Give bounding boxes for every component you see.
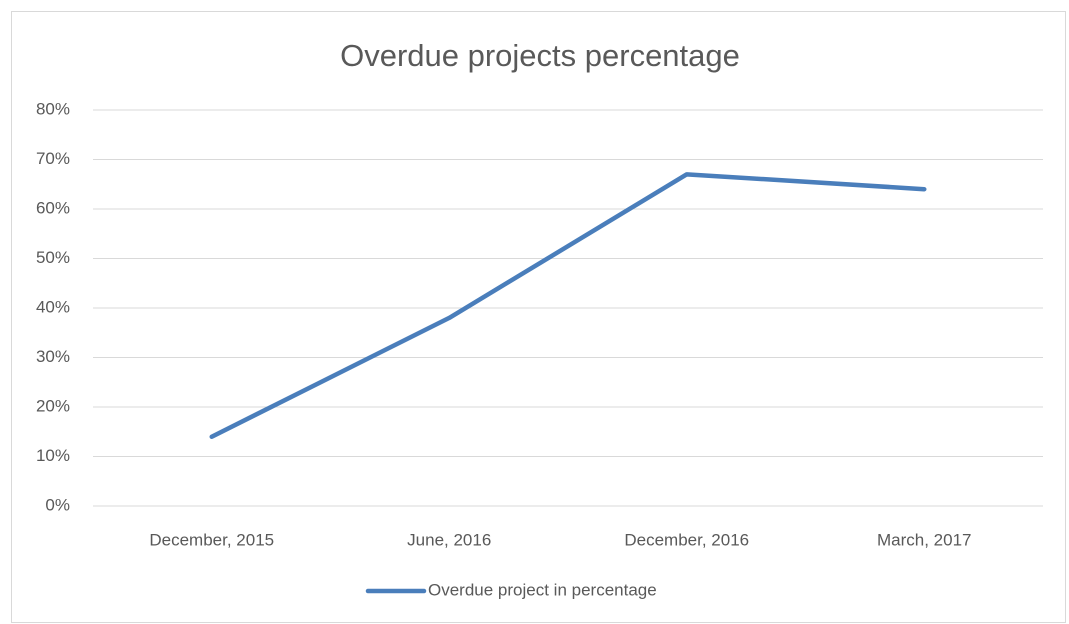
x-tick-label: June, 2016 (407, 530, 491, 549)
x-tick-label: December, 2015 (149, 530, 274, 549)
series-line (209, 172, 927, 439)
y-tick-label: 70% (36, 149, 70, 168)
legend-label: Overdue project in percentage (428, 580, 657, 599)
chart-title: Overdue projects percentage (340, 38, 740, 73)
y-tick-label: 10% (36, 446, 70, 465)
chart-border (11, 11, 1066, 623)
x-tick-label: December, 2016 (624, 530, 749, 549)
y-tick-label: 50% (36, 248, 70, 267)
y-tick-label: 30% (36, 347, 70, 366)
x-tick-label: March, 2017 (877, 530, 972, 549)
y-tick-label: 60% (36, 198, 70, 217)
y-tick-label: 0% (45, 495, 70, 514)
y-tick-label: 40% (36, 297, 70, 316)
y-tick-label: 80% (36, 99, 70, 118)
y-tick-label: 20% (36, 396, 70, 415)
